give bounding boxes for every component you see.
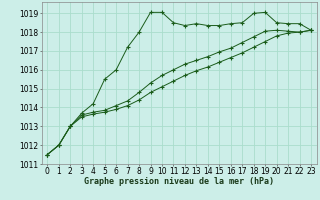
X-axis label: Graphe pression niveau de la mer (hPa): Graphe pression niveau de la mer (hPa) xyxy=(84,177,274,186)
